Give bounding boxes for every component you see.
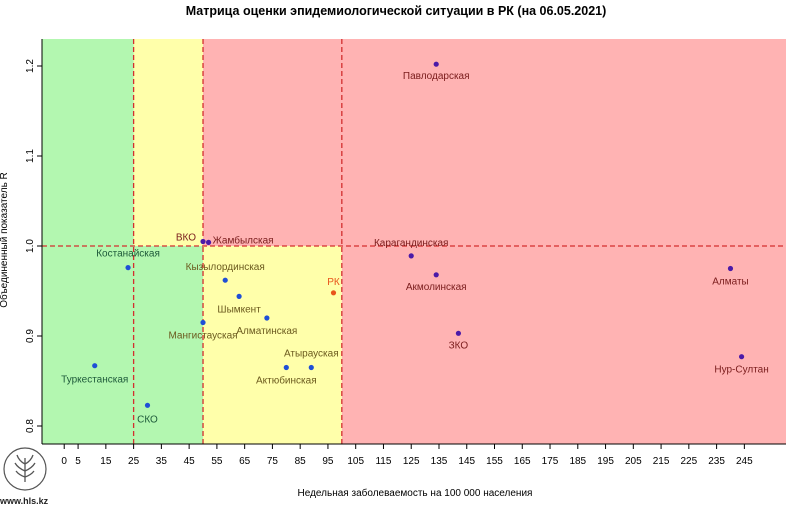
data-point	[308, 364, 314, 371]
data-point-label: Нур-Султан	[714, 365, 768, 376]
data-point	[236, 293, 242, 299]
data-point	[200, 238, 206, 245]
x-tick-label: 115	[375, 456, 391, 467]
x-tick-label: 35	[156, 456, 168, 467]
chart-title: Матрица оценки эпидемиологической ситуац…	[185, 4, 607, 18]
x-tick-label: 15	[100, 456, 112, 467]
data-points: Павлодарская Карагандинская Акмолинская ЗКО…	[61, 61, 769, 425]
data-point	[433, 272, 439, 278]
data-point	[222, 277, 228, 283]
zone-yellow-bottom	[203, 246, 342, 444]
logo-ring	[3, 447, 47, 491]
y-axis-label: Объединенный показатель R	[0, 172, 10, 308]
data-point	[408, 253, 414, 259]
x-tick-label: 145	[458, 456, 475, 467]
x-tick-label: 205	[625, 456, 642, 467]
y-tick-label: 0.8	[25, 419, 36, 433]
y-tick-label: 0.9	[25, 329, 36, 343]
data-point	[738, 354, 745, 360]
data-point-label: Шымкент	[217, 304, 261, 315]
data-point	[433, 61, 439, 67]
footer-site: www.hls.kz	[0, 496, 49, 505]
data-point-label: ВКО	[176, 233, 196, 244]
data-point-label: Акмолинская	[406, 282, 467, 293]
watermark-logo: www.hls.kz	[0, 447, 49, 505]
x-tick-label: 235	[708, 456, 725, 467]
zone-red-bottom	[341, 246, 786, 444]
x-tick-label: 55	[211, 456, 223, 467]
x-tick-label: 195	[597, 456, 614, 467]
y-tick-label: 1.0	[25, 239, 36, 253]
x-tick-label: 95	[322, 456, 334, 467]
x-tick-label: 5	[75, 456, 81, 467]
data-point	[125, 265, 131, 271]
x-tick-label: 185	[569, 456, 586, 467]
x-axis-label: Недельная заболеваемость на 100 000 насе…	[297, 488, 533, 499]
x-tick-label: 75	[267, 456, 279, 467]
data-point-label: Мангистауская	[168, 331, 237, 342]
data-point-label: Актюбинская	[256, 375, 317, 387]
data-point	[200, 319, 206, 326]
data-point-label: РК	[327, 277, 340, 288]
x-tick-label: 135	[431, 456, 448, 467]
x-tick-label: 105	[347, 456, 364, 467]
data-point-label: Павлодарская	[403, 71, 470, 82]
x-tick-label: 65	[239, 456, 251, 467]
zone-backgrounds	[42, 39, 787, 444]
x-tick-label: 175	[542, 456, 559, 467]
data-point	[144, 402, 151, 408]
logo-wheat-icon	[14, 454, 36, 482]
data-point	[330, 290, 337, 296]
axes: 0 5 15 25 35 45 55 65 75 85 95 105 115 125 135 145 155 16…	[25, 39, 786, 467]
zone-yellow-top	[133, 39, 204, 246]
x-tick-label: 125	[403, 456, 420, 467]
data-point-label: Костанайская	[96, 249, 160, 260]
x-tick-label: 245	[736, 456, 753, 467]
data-point	[92, 363, 98, 369]
data-point-label: Карагандинская	[374, 238, 449, 249]
data-point	[283, 364, 289, 371]
data-point-label: СКО	[137, 414, 158, 425]
x-tick-label: 215	[653, 456, 670, 467]
x-tick-label: 45	[184, 456, 196, 467]
y-tick-label: 1.2	[25, 59, 36, 73]
zone-red-top	[203, 39, 787, 246]
data-point	[264, 315, 270, 321]
x-tick-label: 0	[61, 456, 67, 467]
x-tick-label: 85	[295, 456, 307, 467]
x-tick-label: 225	[680, 456, 697, 467]
data-point-label: Алматинская	[236, 326, 297, 337]
x-tick-label: 25	[128, 456, 140, 467]
data-point-label: Кызылординская	[186, 262, 265, 273]
data-point-label: Жамбылская	[213, 234, 274, 246]
data-point	[727, 265, 734, 272]
data-point-label: Атырауская	[284, 349, 339, 360]
data-point-label: Туркестанская	[61, 375, 128, 386]
data-point-label: Алматы	[712, 277, 749, 288]
x-tick-label: 155	[486, 456, 503, 467]
data-point	[205, 239, 212, 245]
x-tick-label: 165	[514, 456, 531, 467]
data-point-label: ЗКО	[449, 340, 469, 351]
data-point	[455, 330, 462, 336]
y-tick-label: 1.1	[25, 149, 36, 163]
